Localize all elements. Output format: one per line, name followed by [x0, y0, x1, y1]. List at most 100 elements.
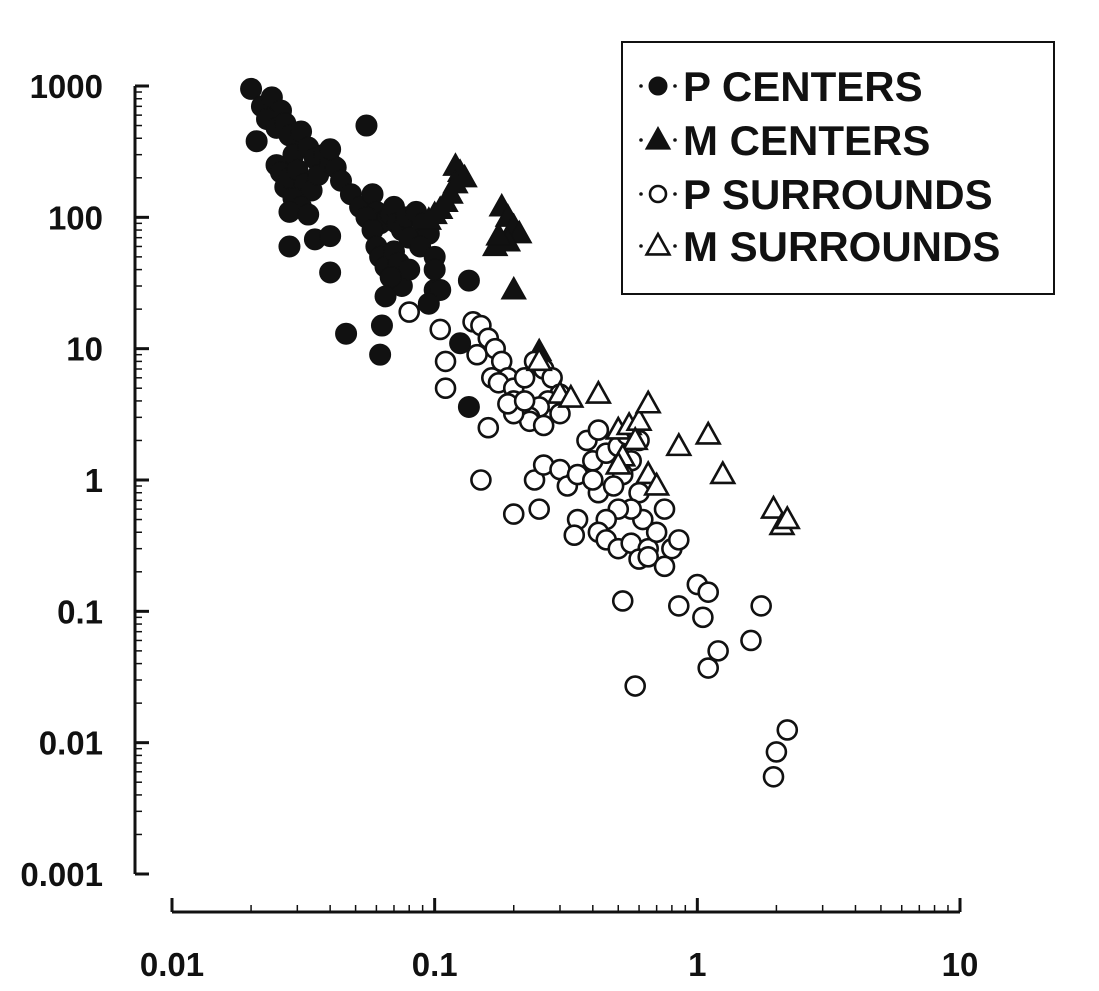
legend-marker [648, 184, 668, 204]
y-tick-label: 0.1 [57, 593, 103, 630]
data-point [624, 675, 646, 697]
y-tick-label: 0.001 [20, 856, 103, 893]
data-point [532, 414, 555, 437]
legend-dot [673, 138, 677, 142]
data-point [319, 138, 342, 161]
data-point [449, 332, 472, 355]
data-point [625, 406, 653, 431]
series-p-centers [240, 77, 480, 418]
data-point [485, 222, 512, 246]
data-point [709, 459, 737, 485]
data-point [369, 343, 392, 366]
data-point [319, 225, 342, 248]
data-point [528, 498, 550, 520]
data-point [776, 719, 799, 741]
data-point [765, 741, 788, 763]
data-point [374, 285, 397, 308]
x-tick-label: 0.01 [140, 946, 204, 983]
legend: P CENTERS M CENTERS P SURROUNDS M SURROUNDS [621, 41, 1055, 295]
data-point [773, 504, 801, 530]
data-point [694, 420, 722, 445]
legend-marker [644, 231, 672, 256]
legend-marker [644, 125, 672, 150]
data-point [759, 494, 788, 519]
legend-item: P CENTERS [639, 63, 923, 110]
data-point [319, 261, 342, 284]
data-point [667, 529, 690, 551]
legend-dot [673, 84, 677, 88]
legend-item: P SURROUNDS [639, 171, 993, 218]
data-point [582, 469, 604, 491]
series-m-centers [415, 152, 553, 362]
y-tick-label: 100 [48, 199, 103, 236]
data-point [398, 301, 421, 323]
legend-dot [639, 192, 643, 196]
y-tick-label: 1000 [30, 68, 103, 105]
data-point [665, 431, 693, 457]
data-point [513, 390, 536, 412]
data-point [245, 130, 268, 153]
legend-label: M SURROUNDS [683, 223, 1000, 270]
data-point [653, 555, 676, 578]
series-p-surrounds [398, 301, 799, 788]
data-point [602, 475, 625, 497]
data-point [557, 383, 585, 408]
data-point [653, 498, 676, 520]
axes: 0.001 0.01 0.1 1 10 100 1000 0.01 0.1 1 10 [20, 68, 978, 983]
data-point [740, 629, 762, 652]
data-point [621, 425, 649, 451]
legend-dot [639, 84, 643, 88]
legend-dot [673, 244, 677, 248]
data-point [417, 292, 440, 315]
legend-label: M CENTERS [683, 117, 930, 164]
data-point [297, 203, 320, 226]
legend-dot [639, 244, 643, 248]
data-point [278, 235, 301, 258]
data-point [278, 200, 301, 223]
data-points [240, 77, 801, 788]
x-tick-label: 1 [688, 946, 706, 983]
legend-marker [648, 76, 668, 96]
legend-item: M SURROUNDS [639, 223, 1000, 270]
data-point [637, 546, 659, 568]
data-point [379, 266, 402, 289]
series-m-surrounds [525, 346, 801, 536]
data-point [692, 606, 714, 629]
data-point [240, 77, 263, 100]
data-point [429, 318, 452, 341]
x-tick-label: 10 [942, 946, 979, 983]
data-point [707, 640, 729, 662]
y-tick-label: 1 [85, 462, 103, 499]
data-point [634, 389, 662, 414]
data-point [697, 581, 720, 603]
data-point [423, 258, 446, 281]
data-point [697, 657, 720, 679]
legend-label: P CENTERS [683, 63, 923, 110]
data-point [370, 314, 393, 337]
y-tick-label: 0.01 [39, 725, 103, 762]
data-point [584, 379, 612, 404]
data-point [604, 450, 632, 475]
data-point [563, 524, 586, 546]
data-point [457, 269, 480, 292]
data-point [513, 367, 536, 389]
legend-item: M CENTERS [639, 117, 930, 164]
data-point [434, 377, 457, 400]
data-point [477, 416, 500, 439]
data-point [587, 419, 610, 441]
y-tick-label: 10 [66, 331, 103, 368]
data-point [355, 114, 378, 137]
legend-dot [639, 138, 643, 142]
data-point [643, 471, 671, 496]
legend-label: P SURROUNDS [683, 171, 993, 218]
data-point [457, 395, 480, 418]
legend-dot [673, 192, 677, 196]
data-point [398, 258, 421, 281]
data-point [335, 322, 358, 345]
data-point [750, 595, 772, 617]
data-point [525, 346, 553, 372]
x-tick-label: 0.1 [412, 946, 458, 983]
data-point [470, 469, 492, 491]
data-point [762, 765, 785, 788]
